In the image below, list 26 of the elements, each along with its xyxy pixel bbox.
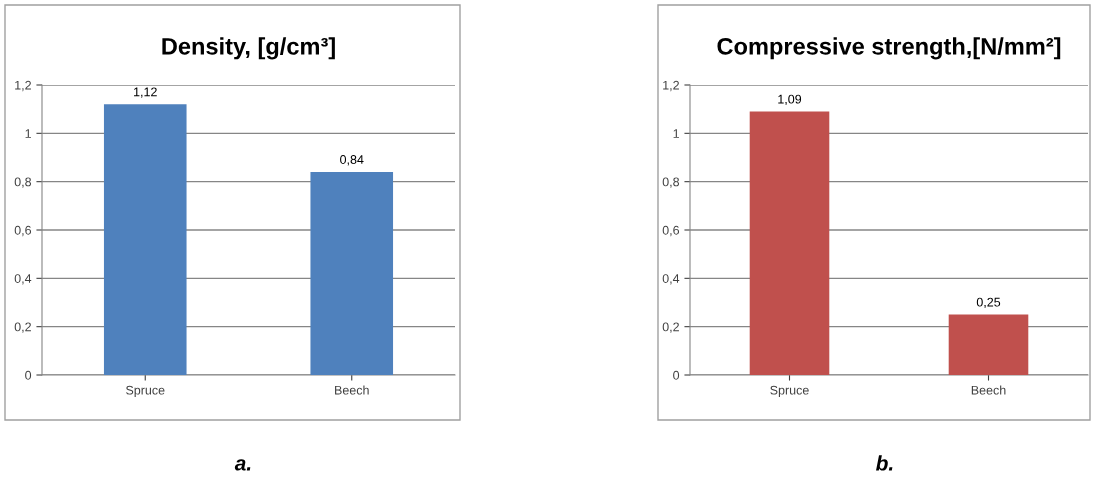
data-label: 0,25 xyxy=(976,297,1001,309)
text: a. xyxy=(234,459,251,471)
y-tick-label: 1,2 xyxy=(15,80,31,92)
y-tick-label: 0,2 xyxy=(14,322,31,333)
y-tick-label: 0,6 xyxy=(14,225,32,237)
y-tick-label: 0,6 xyxy=(662,225,680,237)
y-tick-label: 0 xyxy=(673,370,680,380)
y-tick-label: 1 xyxy=(673,129,679,138)
y-tick-label: 0,2 xyxy=(662,322,679,333)
y-tick-label: 1 xyxy=(25,129,31,138)
data-label: 1,12 xyxy=(134,87,157,98)
y-tick-label: 0,4 xyxy=(662,274,680,285)
x-tick-label: Spruce xyxy=(126,385,165,398)
y-tick-label: 0,4 xyxy=(14,274,32,285)
y-tick-label: 0 xyxy=(25,370,32,380)
x-tick-label: Spruce xyxy=(770,385,809,398)
y-tick-label: 0,8 xyxy=(662,177,680,188)
x-tick-label: Beech xyxy=(335,385,369,395)
data-label: 0,84 xyxy=(340,155,364,166)
y-tick-label: 1,2 xyxy=(663,80,679,92)
x-tick-label: Beech xyxy=(971,385,1006,395)
chart-title: Density, [g/cm³] xyxy=(162,37,335,60)
data-label: 1,09 xyxy=(778,94,802,106)
text: b. xyxy=(876,455,893,471)
y-tick-label: 0,8 xyxy=(14,177,32,188)
chart-title: Compressive strength,[N/mm²] xyxy=(717,37,1061,60)
